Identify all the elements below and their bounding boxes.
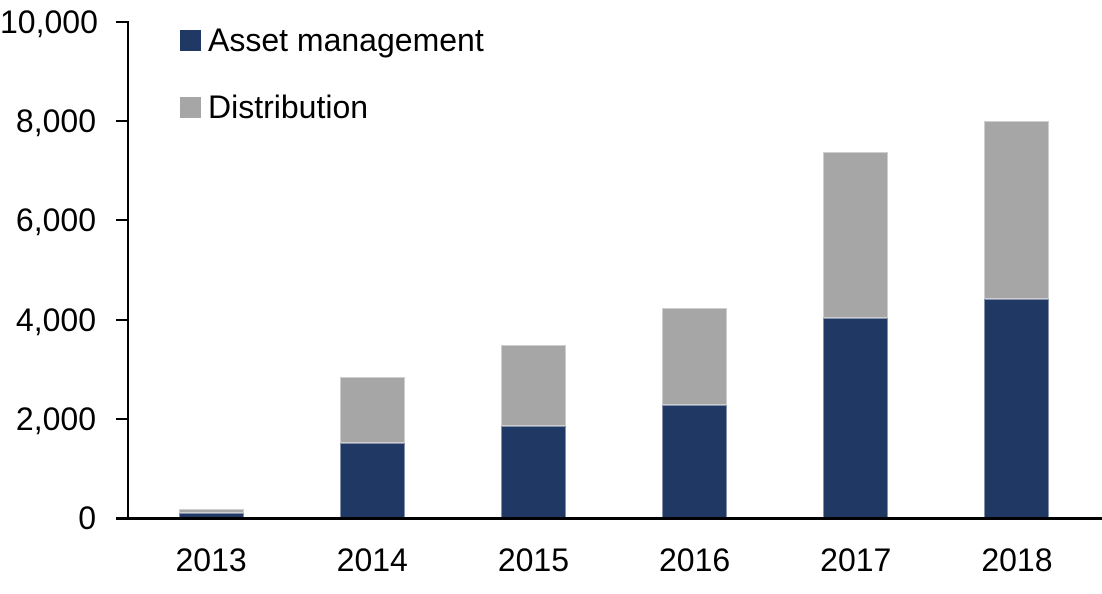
legend-item-asset-management: Asset management xyxy=(180,24,484,56)
legend-item-distribution: Distribution xyxy=(180,91,368,123)
legend-label-asset-management: Asset management xyxy=(208,22,484,58)
y-axis-line xyxy=(126,21,129,518)
bar-segment-2016-asset-management xyxy=(662,404,728,518)
y-axis-tick xyxy=(116,517,128,519)
legend-swatch-distribution-icon xyxy=(180,96,201,118)
x-axis-tick-label: 2018 xyxy=(981,542,1053,578)
y-axis-tick-label: 6,000 xyxy=(15,202,96,239)
legend-label-distribution: Distribution xyxy=(208,89,369,125)
bar-segment-2014-distribution xyxy=(339,376,405,444)
bar-segment-2018-distribution xyxy=(984,121,1050,299)
x-axis-tick-label: 2013 xyxy=(175,542,247,578)
bar-segment-2018-asset-management xyxy=(984,298,1050,518)
bar-segment-2014-asset-management xyxy=(339,443,405,518)
y-axis-tick-label: 10,000 xyxy=(0,4,98,40)
y-axis-tick-label: 4,000 xyxy=(15,301,96,338)
bar-segment-2013-distribution xyxy=(178,509,244,514)
x-axis-tick-label: 2014 xyxy=(336,542,408,578)
bar-segment-2013-asset-management xyxy=(178,513,244,518)
legend-swatch-asset-management-icon xyxy=(180,29,201,51)
x-axis-tick-label: 2017 xyxy=(820,542,892,578)
y-axis-tick xyxy=(116,318,128,321)
bar-segment-2017-distribution xyxy=(823,151,889,319)
y-axis-tick-label: 0 xyxy=(78,500,96,536)
bar-segment-2017-asset-management xyxy=(823,318,889,518)
y-axis-tick xyxy=(116,417,128,420)
x-axis-tick-label: 2015 xyxy=(497,542,569,578)
y-axis-tick xyxy=(116,219,128,222)
bar-segment-2015-distribution xyxy=(500,344,566,426)
y-axis-tick xyxy=(116,120,128,123)
y-axis-tick-label: 8,000 xyxy=(15,103,96,140)
bar-segment-2015-asset-management xyxy=(500,425,566,518)
x-axis-line xyxy=(116,516,1102,520)
x-axis-tick-label: 2016 xyxy=(658,542,731,578)
y-axis-tick-label: 2,000 xyxy=(15,400,96,437)
bar-segment-2016-distribution xyxy=(662,308,728,405)
y-axis-tick xyxy=(116,21,128,23)
